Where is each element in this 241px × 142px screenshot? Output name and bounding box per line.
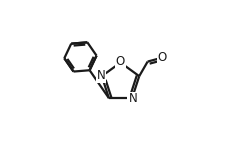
Text: N: N: [97, 69, 106, 82]
Text: O: O: [157, 51, 167, 64]
Text: O: O: [116, 55, 125, 68]
Text: N: N: [128, 92, 137, 105]
